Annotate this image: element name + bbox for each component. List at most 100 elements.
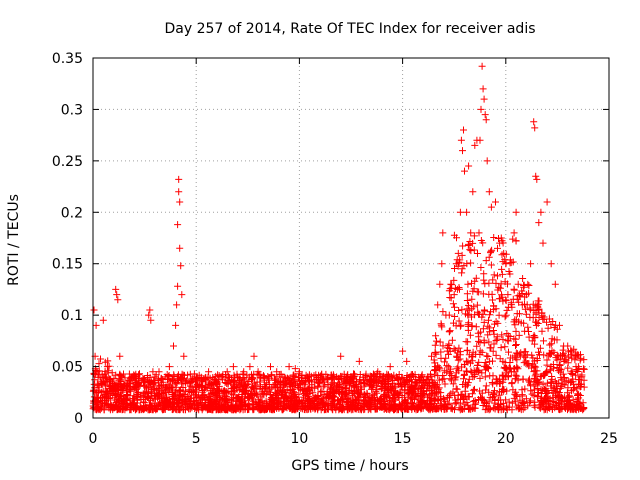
data-point bbox=[113, 399, 121, 407]
data-point bbox=[159, 406, 167, 413]
y-tick-label: 0.05 bbox=[52, 360, 83, 376]
data-point bbox=[452, 369, 460, 377]
data-point bbox=[450, 291, 458, 299]
data-point bbox=[276, 378, 284, 386]
data-point bbox=[181, 371, 188, 379]
data-point bbox=[536, 344, 544, 352]
data-point bbox=[454, 249, 462, 257]
data-point bbox=[471, 311, 479, 319]
data-point bbox=[229, 363, 237, 371]
data-point bbox=[490, 234, 498, 241]
data-point bbox=[561, 381, 569, 389]
data-point bbox=[478, 348, 486, 356]
data-point bbox=[278, 406, 286, 414]
data-point bbox=[120, 396, 128, 404]
data-point bbox=[531, 357, 539, 365]
data-point bbox=[495, 311, 503, 319]
data-point bbox=[117, 372, 125, 380]
data-point bbox=[163, 399, 171, 407]
data-point bbox=[494, 319, 502, 327]
data-point bbox=[460, 126, 467, 134]
grid bbox=[93, 58, 609, 418]
data-point bbox=[97, 355, 104, 363]
data-point bbox=[575, 403, 583, 411]
data-point bbox=[337, 352, 345, 360]
data-point bbox=[281, 373, 289, 381]
data-point bbox=[209, 385, 217, 392]
data-point bbox=[246, 363, 254, 371]
data-point bbox=[512, 237, 520, 245]
data-point bbox=[388, 386, 396, 394]
data-point bbox=[172, 321, 180, 329]
data-point bbox=[206, 405, 214, 413]
data-point bbox=[504, 291, 512, 299]
data-point bbox=[576, 380, 584, 388]
data-point bbox=[445, 399, 453, 407]
data-point bbox=[526, 306, 534, 314]
data-point bbox=[202, 403, 209, 411]
data-point bbox=[524, 323, 532, 331]
data-point bbox=[569, 371, 577, 378]
data-point bbox=[498, 237, 506, 245]
data-point bbox=[530, 382, 538, 390]
data-point bbox=[485, 316, 492, 324]
data-point bbox=[489, 357, 496, 365]
data-point bbox=[455, 344, 463, 352]
data-point bbox=[515, 318, 523, 326]
data-point bbox=[158, 375, 166, 383]
data-point bbox=[475, 229, 483, 237]
data-point bbox=[337, 389, 345, 397]
data-point bbox=[442, 401, 450, 408]
data-point bbox=[530, 118, 538, 126]
data-point bbox=[174, 221, 182, 229]
data-point bbox=[176, 388, 184, 396]
data-point bbox=[118, 399, 126, 407]
data-point bbox=[502, 250, 510, 258]
data-point bbox=[530, 307, 538, 315]
data-point bbox=[318, 371, 326, 379]
data-point bbox=[543, 318, 550, 326]
data-point bbox=[535, 219, 543, 227]
data-point bbox=[136, 374, 144, 382]
data-point bbox=[170, 342, 177, 350]
data-point bbox=[140, 378, 147, 386]
data-point bbox=[305, 401, 313, 409]
data-point bbox=[567, 405, 574, 413]
data-point bbox=[467, 259, 475, 267]
data-point bbox=[516, 396, 524, 404]
data-point bbox=[466, 331, 474, 339]
data-point bbox=[492, 375, 500, 383]
data-point bbox=[548, 373, 556, 380]
data-point bbox=[499, 357, 507, 365]
data-point bbox=[443, 368, 451, 376]
data-point bbox=[111, 387, 119, 395]
data-point bbox=[304, 376, 312, 384]
data-point bbox=[512, 349, 520, 357]
data-point bbox=[506, 359, 514, 366]
data-point bbox=[182, 378, 190, 386]
data-point bbox=[479, 325, 487, 333]
data-point bbox=[443, 347, 451, 355]
data-point bbox=[339, 404, 347, 412]
data-point bbox=[480, 95, 488, 103]
data-point bbox=[233, 370, 241, 378]
data-point bbox=[564, 393, 572, 401]
data-point bbox=[238, 400, 246, 408]
data-point bbox=[487, 344, 495, 352]
data-point bbox=[536, 351, 543, 359]
data-point bbox=[466, 246, 474, 254]
data-point bbox=[568, 354, 576, 362]
data-point bbox=[532, 172, 540, 180]
data-point bbox=[411, 381, 419, 389]
data-point bbox=[490, 330, 498, 338]
data-point bbox=[116, 352, 124, 360]
data-point bbox=[537, 208, 545, 216]
data-point bbox=[430, 356, 438, 364]
data-point bbox=[452, 396, 460, 404]
data-point bbox=[410, 401, 417, 409]
data-point bbox=[124, 376, 132, 384]
data-point bbox=[513, 295, 521, 303]
data-point bbox=[418, 372, 426, 380]
y-tick-label: 0.35 bbox=[52, 51, 83, 67]
data-point bbox=[461, 400, 469, 408]
